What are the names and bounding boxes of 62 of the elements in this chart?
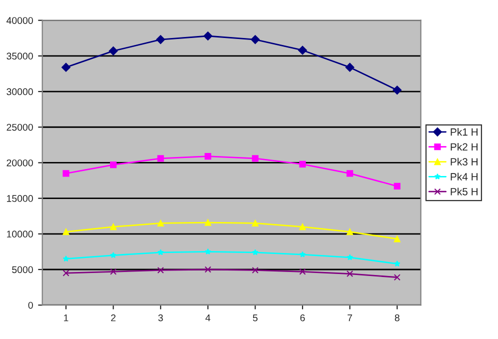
point xyxy=(252,266,259,274)
point xyxy=(394,260,400,267)
point xyxy=(345,62,354,72)
point xyxy=(299,160,306,168)
point xyxy=(62,256,70,262)
point xyxy=(62,270,70,276)
point xyxy=(62,228,70,236)
legend-label: Pk5 H xyxy=(450,188,478,196)
point xyxy=(110,223,117,230)
point xyxy=(346,270,354,278)
point xyxy=(204,266,212,273)
point xyxy=(299,268,306,275)
x-tick-label: 6 xyxy=(300,314,305,322)
point xyxy=(204,153,212,160)
point xyxy=(157,220,164,227)
point xyxy=(252,220,259,227)
point xyxy=(108,46,118,56)
point xyxy=(110,268,117,275)
y-tick-label: 0 xyxy=(28,302,33,309)
point xyxy=(298,46,307,55)
y-tick-label: 10000 xyxy=(7,230,33,238)
x-tick-label: 1 xyxy=(64,314,68,322)
point xyxy=(110,252,116,258)
point xyxy=(157,155,164,162)
legend-label: Pk3 H xyxy=(450,158,478,166)
point xyxy=(62,62,70,72)
point xyxy=(204,219,212,226)
point xyxy=(299,223,306,230)
point xyxy=(203,32,212,40)
point xyxy=(204,248,212,254)
y-tick-label: 15000 xyxy=(7,195,33,202)
x-tick-label: 2 xyxy=(111,314,116,322)
point xyxy=(62,170,70,177)
point xyxy=(252,155,259,162)
point xyxy=(110,162,117,168)
y-tick-label: 5000 xyxy=(12,266,33,274)
y-tick-label: 40000 xyxy=(6,17,33,24)
point xyxy=(157,249,164,256)
point xyxy=(394,274,400,281)
x-tick-label: 8 xyxy=(394,314,400,322)
legend-label: Pk4 H xyxy=(450,172,478,180)
point xyxy=(250,35,260,44)
point xyxy=(156,35,166,44)
point xyxy=(299,251,306,258)
x-tick-label: 4 xyxy=(205,314,210,322)
x-tick-label: 7 xyxy=(348,314,352,322)
y-tick-label: 20000 xyxy=(6,159,33,166)
point xyxy=(252,249,258,256)
point xyxy=(394,182,400,190)
x-tick-label: 3 xyxy=(158,314,163,322)
legend-label: Pk2 H xyxy=(450,142,478,150)
point xyxy=(394,236,400,242)
y-tick-label: 25000 xyxy=(6,124,33,131)
point xyxy=(392,86,402,95)
point xyxy=(157,266,164,274)
point xyxy=(346,228,354,236)
y-tick-label: 35000 xyxy=(6,52,33,60)
x-tick-label: 5 xyxy=(252,314,258,322)
point xyxy=(346,170,354,177)
legend-label: Pk1 H xyxy=(450,128,478,136)
point xyxy=(346,254,354,260)
y-tick-label: 30000 xyxy=(6,88,33,96)
